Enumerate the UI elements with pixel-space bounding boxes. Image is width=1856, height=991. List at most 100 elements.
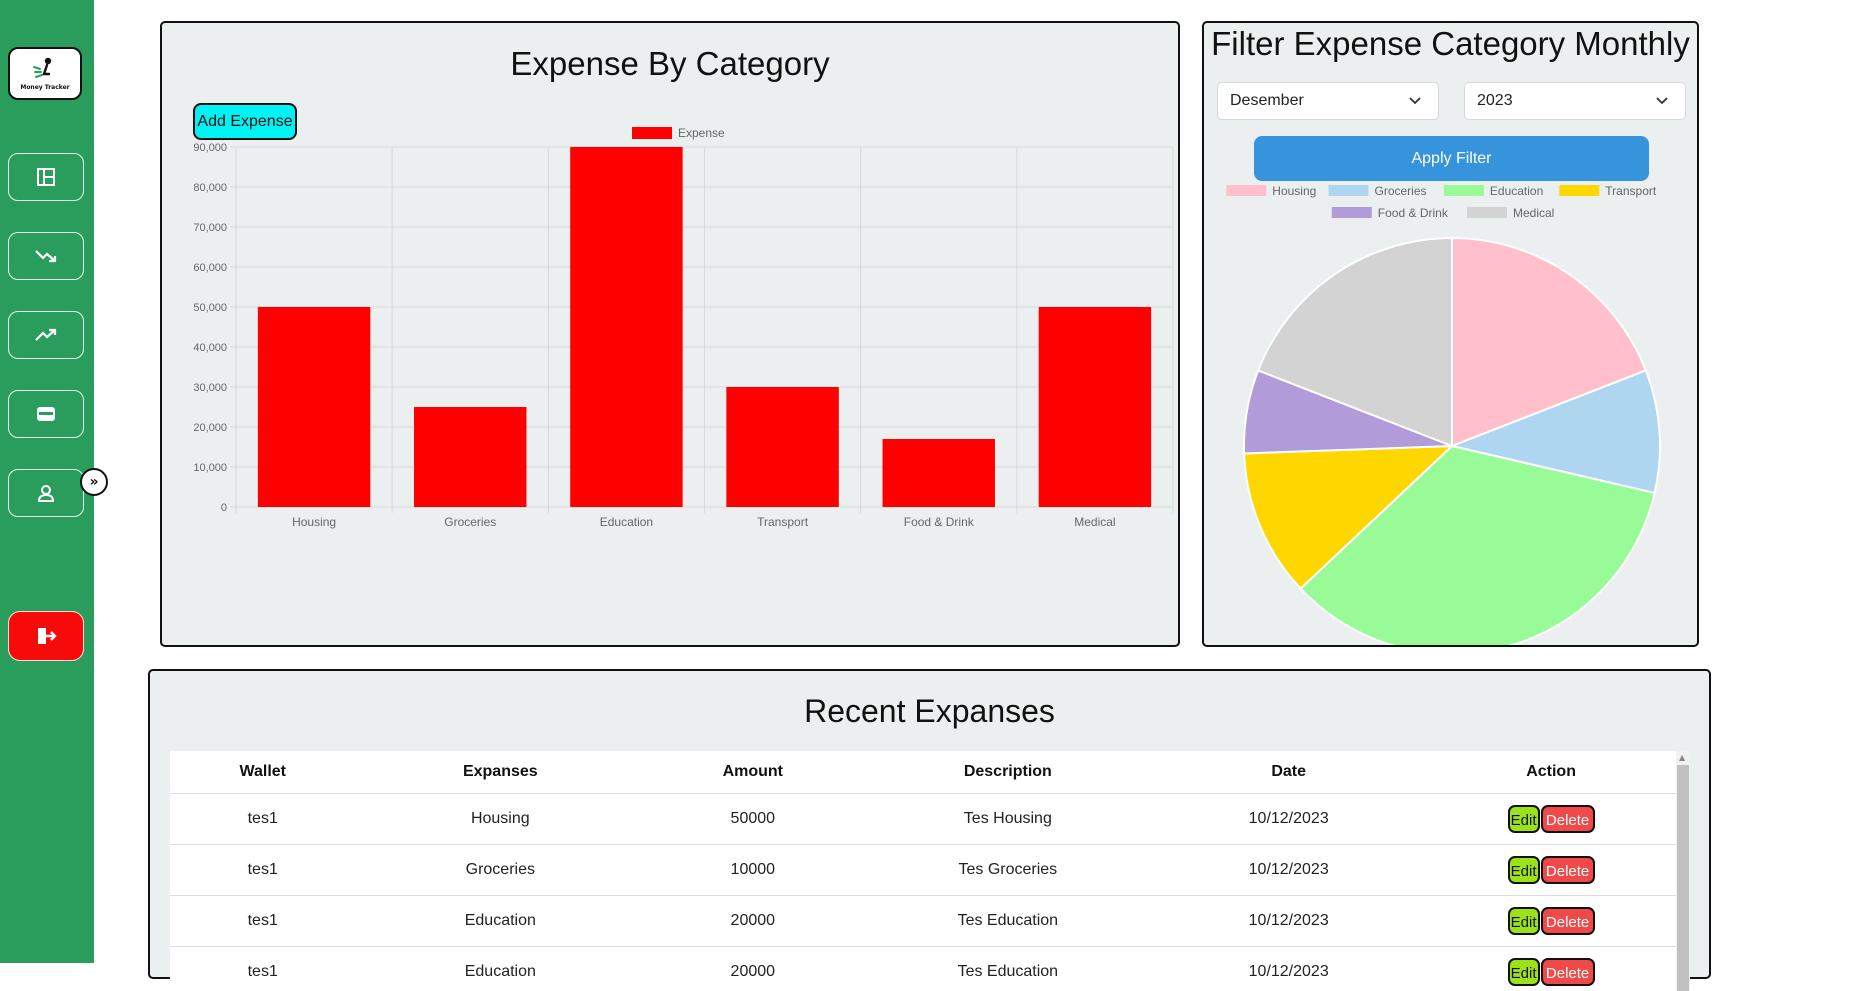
cell-wallet: tes1 (170, 896, 355, 947)
bar-chart: 0 10,000 20,000 30,000 40,000 50,000 60,000 70,… (162, 23, 1178, 645)
bar[interactable] (883, 439, 995, 507)
cell-amount: 10000 (645, 845, 860, 896)
cell-expanses: Education (355, 896, 645, 947)
bar[interactable] (414, 407, 526, 507)
delete-button[interactable]: Delete (1541, 856, 1595, 884)
sidebar: Money Tracker » (0, 0, 94, 963)
trending-up-icon (35, 327, 57, 343)
cell-description: Tes Education (860, 947, 1155, 991)
wallet-icon (35, 405, 57, 423)
cell-description: Tes Housing (860, 794, 1155, 845)
scroll-thumb[interactable] (1677, 765, 1689, 991)
edit-button[interactable]: Edit (1508, 856, 1540, 884)
nav-income-button[interactable] (8, 311, 84, 359)
cell-wallet: tes1 (170, 794, 355, 845)
expanses-table-container[interactable]: Wallet Expanses Amount Description Date … (170, 751, 1690, 991)
nav-wallet-button[interactable] (8, 390, 84, 438)
cell-wallet: tes1 (170, 845, 355, 896)
header-action: Action (1422, 751, 1680, 794)
legend-swatch[interactable] (1332, 207, 1372, 218)
legend-swatch[interactable] (1226, 185, 1266, 196)
legend-label: Transport (1605, 184, 1657, 198)
cell-wallet: tes1 (170, 947, 355, 991)
x-tick-label: Medical (1074, 515, 1115, 529)
cell-expanses: Education (355, 947, 645, 991)
user-icon (36, 483, 56, 503)
bar[interactable] (570, 147, 682, 507)
cell-description: Tes Groceries (860, 845, 1155, 896)
y-tick-label: 70,000 (193, 222, 227, 234)
dashboard-icon (36, 167, 56, 187)
cell-date: 10/12/2023 (1155, 896, 1422, 947)
cell-amount: 20000 (645, 896, 860, 947)
y-tick-label: 10,000 (193, 462, 227, 474)
legend-label: Education (1490, 184, 1543, 198)
legend-label: Medical (1513, 206, 1554, 220)
table-scrollbar[interactable]: ▲ (1676, 751, 1690, 991)
y-tick-label: 20,000 (193, 422, 227, 434)
logout-button[interactable] (8, 611, 84, 661)
header-description: Description (860, 751, 1155, 794)
legend-label: Expense (678, 126, 725, 140)
logo-icon (31, 57, 59, 83)
bar[interactable] (258, 307, 370, 507)
x-tick-label: Food & Drink (904, 515, 975, 529)
y-tick-label: 90,000 (193, 142, 227, 154)
cell-description: Tes Education (860, 896, 1155, 947)
delete-button[interactable]: Delete (1541, 805, 1595, 833)
delete-button[interactable]: Delete (1541, 958, 1595, 986)
y-tick-label: 40,000 (193, 342, 227, 354)
cell-expanses: Housing (355, 794, 645, 845)
logout-icon (35, 626, 57, 646)
sidebar-expand-button[interactable]: » (80, 468, 108, 496)
legend-label: Housing (1272, 184, 1316, 198)
x-tick-label: Education (600, 515, 653, 529)
table-title: Recent Expanses (150, 693, 1709, 730)
cell-date: 10/12/2023 (1155, 947, 1422, 991)
y-tick-label: 80,000 (193, 182, 227, 194)
table-header-row: Wallet Expanses Amount Description Date … (170, 751, 1680, 794)
scroll-up-icon[interactable]: ▲ (1679, 753, 1685, 762)
header-amount: Amount (645, 751, 860, 794)
logo-text: Money Tracker (20, 84, 69, 91)
cell-amount: 50000 (645, 794, 860, 845)
legend-swatch[interactable] (1329, 185, 1369, 196)
edit-button[interactable]: Edit (1508, 805, 1540, 833)
edit-button[interactable]: Edit (1508, 958, 1540, 986)
x-tick-label: Groceries (444, 515, 496, 529)
bar[interactable] (726, 387, 838, 507)
bar[interactable] (1039, 307, 1151, 507)
cell-amount: 20000 (645, 947, 860, 991)
header-expanses: Expanses (355, 751, 645, 794)
filter-category-panel: Filter Expense Category Monthly Desember… (1202, 21, 1699, 647)
app-logo[interactable]: Money Tracker (8, 47, 82, 100)
y-tick-label: 60,000 (193, 262, 227, 274)
y-tick-label: 30,000 (193, 382, 227, 394)
delete-button[interactable]: Delete (1541, 907, 1595, 935)
edit-button[interactable]: Edit (1508, 907, 1540, 935)
nav-expense-button[interactable] (8, 232, 84, 280)
legend-swatch[interactable] (1467, 207, 1507, 218)
nav-dashboard-button[interactable] (8, 153, 84, 201)
legend-swatch[interactable] (632, 127, 672, 139)
cell-date: 10/12/2023 (1155, 794, 1422, 845)
header-date: Date (1155, 751, 1422, 794)
trending-down-icon (35, 248, 57, 264)
legend-swatch[interactable] (1444, 185, 1484, 196)
x-tick-label: Housing (292, 515, 336, 529)
y-tick-label: 0 (221, 502, 227, 514)
y-tick-label: 50,000 (193, 302, 227, 314)
cell-date: 10/12/2023 (1155, 845, 1422, 896)
cell-expanses: Groceries (355, 845, 645, 896)
legend-swatch[interactable] (1559, 185, 1599, 196)
nav-profile-button[interactable] (8, 469, 84, 517)
header-wallet: Wallet (170, 751, 355, 794)
